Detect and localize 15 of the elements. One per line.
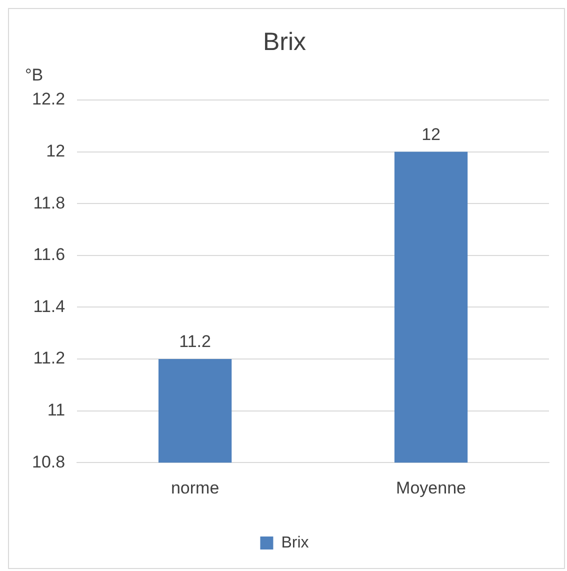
y-tick-label: 11 xyxy=(47,400,66,420)
y-tick-label: 12.2 xyxy=(32,90,66,109)
x-tick-label: norme xyxy=(170,478,220,498)
y-tick-label: 10.8 xyxy=(32,452,66,472)
legend-label: Brix xyxy=(281,534,309,552)
y-tick-label: 12 xyxy=(46,141,66,160)
y-tick-label: 11.2 xyxy=(33,348,66,368)
data-label: 12 xyxy=(422,124,440,144)
y-tick-label: 11.8 xyxy=(33,193,66,212)
y-axis-title: °B xyxy=(25,66,44,85)
data-label: 11.2 xyxy=(179,332,211,352)
chart-title: Brix xyxy=(262,28,307,56)
x-tick-label: Moyenne xyxy=(396,478,466,498)
y-tick-label: 11.6 xyxy=(33,245,66,264)
y-tick-label: 11.4 xyxy=(33,296,66,316)
